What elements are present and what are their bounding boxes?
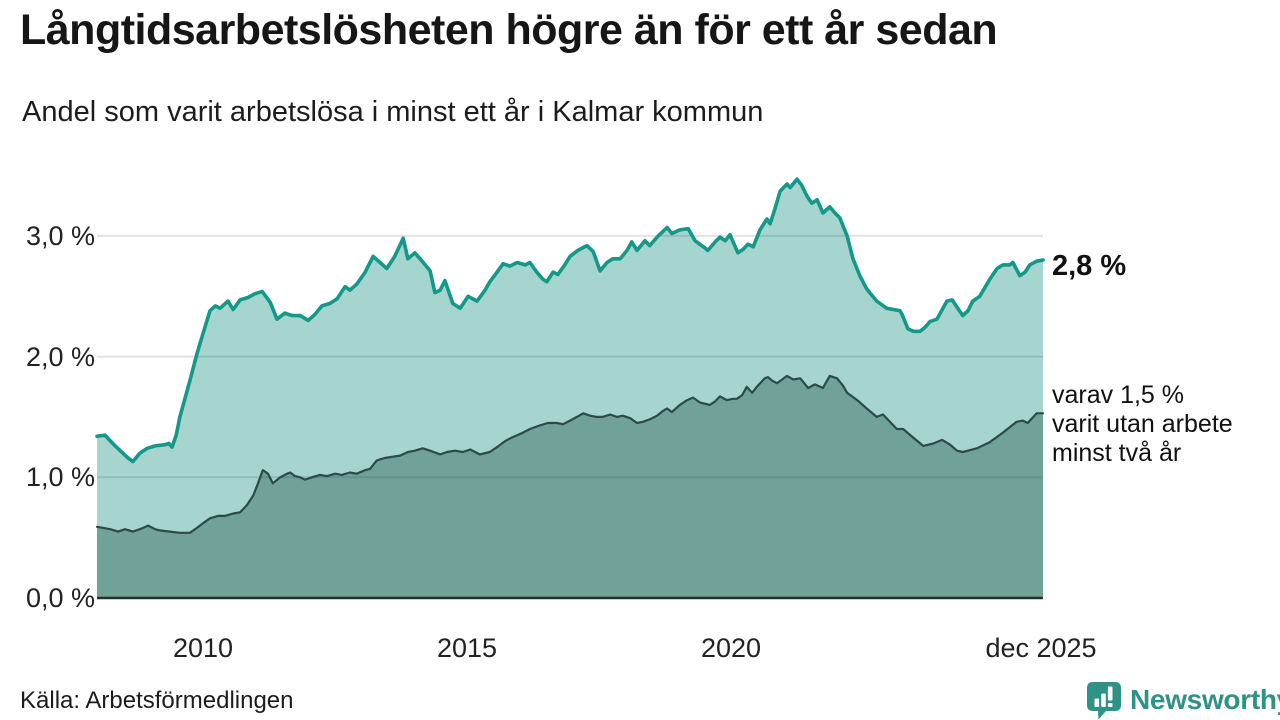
newsworthy-wordmark: Newsworthy [1130,684,1280,715]
x-axis-tick-2020: 2020 [700,633,762,663]
y-axis-tick-3: 3,0 % [25,221,95,251]
newsworthy-chart-bubble-icon [1087,682,1121,720]
annotation-line-3: minst två år [1052,439,1182,467]
y-axis-tick-0: 0,0 % [25,583,95,613]
series-two-years-annotation: varav 1,5 % varit utan arbete minst två … [1052,381,1233,468]
x-axis-tick-dec-2025: dec 2025 [985,633,1097,663]
y-axis-tick-2: 2,0 % [25,342,95,372]
source-note: Källa: Arbetsförmedlingen [20,687,294,714]
newsworthy-logo: Newsworthy [1085,680,1280,720]
chart-subtitle: Andel som varit arbetslösa i minst ett å… [22,96,764,128]
annotation-line-1: varav 1,5 % [1052,381,1185,409]
series-total-end-label: 2,8 % [1052,250,1127,282]
x-axis-tick-2015: 2015 [436,633,498,663]
x-axis-tick-2010: 2010 [172,633,234,663]
page-title: Långtidsarbetslösheten högre än för ett … [20,6,998,54]
annotation-line-2: varit utan arbete [1052,410,1233,438]
y-axis-tick-1: 1,0 % [25,462,95,492]
